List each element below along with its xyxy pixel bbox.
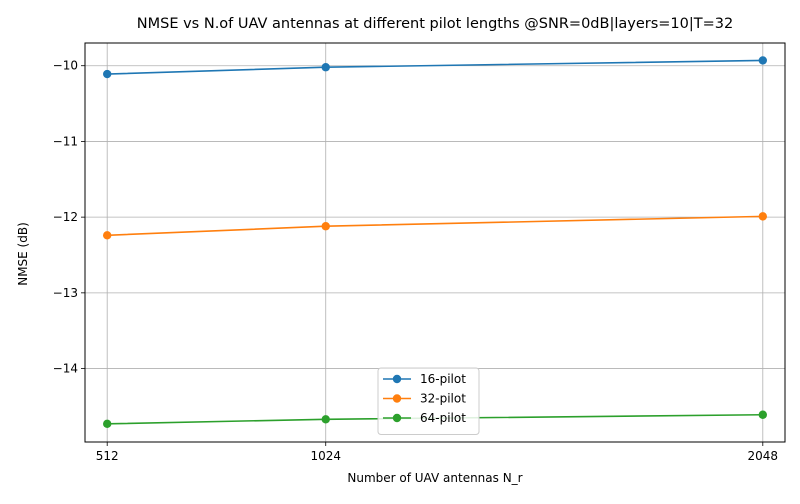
legend-marker-64-pilot <box>392 413 402 423</box>
y-tick-label: −13 <box>53 286 78 300</box>
y-axis-label: NMSE (dB) <box>16 222 30 286</box>
data-point-32-pilot <box>102 231 112 240</box>
series-line-32-pilot <box>107 215 763 237</box>
chart-title: NMSE vs N.of UAV antennas at different p… <box>137 16 733 32</box>
data-point-64-pilot <box>758 410 768 419</box>
y-tick-label: −10 <box>53 59 78 73</box>
series-line-16-pilot <box>107 59 763 75</box>
y-tick-label: −14 <box>53 362 78 376</box>
data-point-16-pilot <box>321 63 330 72</box>
legend-marker-16-pilot <box>392 374 402 384</box>
legend: 16-pilot 32-pilot 64-pilot <box>377 367 480 435</box>
data-point-32-pilot <box>758 212 768 221</box>
legend-label-32-pilot: 32-pilot <box>420 392 466 406</box>
legend-marker-32-pilot <box>392 394 402 403</box>
x-tick-label: 2048 <box>748 449 779 463</box>
y-tick-label: −12 <box>53 210 78 224</box>
legend-label-16-pilot: 16-pilot <box>420 372 466 386</box>
series-layer <box>102 56 768 429</box>
data-point-16-pilot <box>758 56 768 65</box>
grid <box>85 43 785 442</box>
plot-frame <box>84 42 786 443</box>
data-point-64-pilot <box>321 415 330 424</box>
data-point-32-pilot <box>321 222 330 231</box>
legend-label-64-pilot: 64-pilot <box>420 411 466 425</box>
x-tick-label: 1024 <box>310 449 341 463</box>
ticks: 512 1024 2048 −10 −11 −12 −13 −14 <box>53 59 778 463</box>
x-tick-label: 512 <box>96 449 119 463</box>
data-point-16-pilot <box>102 69 112 79</box>
y-tick-label: −11 <box>53 134 78 148</box>
x-axis-label: Number of UAV antennas N_r <box>347 471 522 485</box>
data-point-64-pilot <box>102 419 112 429</box>
